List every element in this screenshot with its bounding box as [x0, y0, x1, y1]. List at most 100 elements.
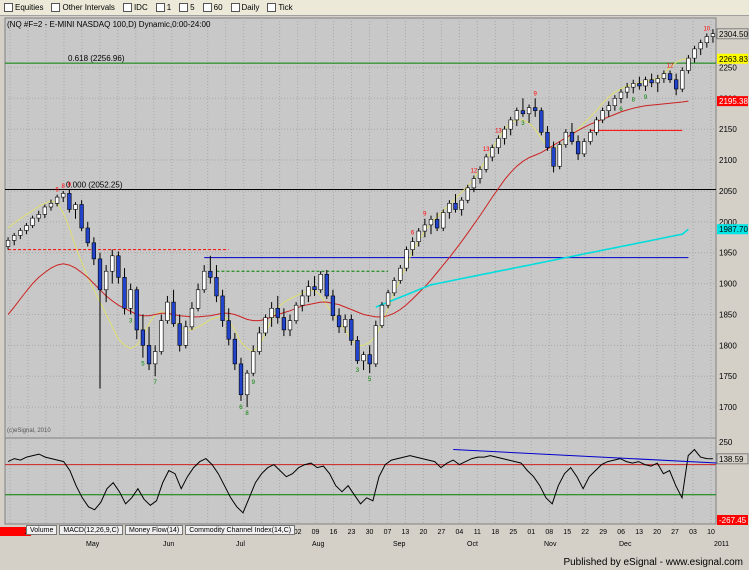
- candle-body: [637, 83, 642, 87]
- candle-body: [710, 33, 716, 37]
- y-tick-label: 1900: [719, 280, 737, 289]
- price-label: 2304.50: [719, 30, 748, 39]
- candle-body: [680, 70, 685, 90]
- cci-label-badge: [716, 453, 749, 465]
- candle-body: [477, 169, 483, 179]
- checkbox-icon: [202, 3, 212, 12]
- toolbar-item-1[interactable]: Other Intervals: [51, 3, 115, 12]
- candle-body: [306, 286, 311, 297]
- y-tick-label: 1750: [719, 372, 737, 381]
- candle-body: [392, 280, 397, 294]
- price-label-badge: [716, 28, 749, 40]
- candle-body: [533, 107, 538, 111]
- indicator-tab[interactable]: MACD(12,26,9,C): [59, 525, 123, 535]
- candle-body: [349, 319, 354, 341]
- candle-body: [134, 289, 139, 331]
- candle-body: [582, 141, 587, 155]
- toolbar-item-0[interactable]: Equities: [4, 3, 43, 12]
- candle-body: [569, 131, 575, 142]
- x-tick-label: 27: [437, 529, 445, 536]
- toolbar-item-6[interactable]: Daily: [230, 3, 259, 12]
- count-marker: 8: [62, 184, 66, 190]
- x-tick-label: 23: [348, 529, 356, 536]
- y-tick-label: 1850: [719, 310, 737, 319]
- x-tick-label: 13: [402, 529, 410, 536]
- checkbox-icon: [122, 3, 132, 12]
- count-marker: 12: [667, 64, 674, 70]
- y-tick-label: 1800: [719, 341, 737, 350]
- chart-watermark: (c)eSignal, 2010: [7, 428, 51, 434]
- count-marker: 9: [68, 183, 72, 189]
- candle-body: [30, 217, 35, 226]
- x-tick-label: 02: [294, 529, 302, 536]
- indicator-tab[interactable]: Money Flow(14): [125, 525, 184, 535]
- cci-tick-label: -267.45: [719, 516, 747, 525]
- toolbar-item-5[interactable]: 60: [202, 3, 223, 12]
- checkbox-icon: [230, 3, 240, 12]
- candle-body: [373, 325, 378, 365]
- count-marker: 12: [471, 169, 478, 175]
- candle-body: [410, 241, 415, 250]
- moving-average-line: [7, 100, 689, 322]
- candle-body: [631, 83, 636, 88]
- cci-pane: [4, 437, 717, 525]
- x-tick-label: 18: [491, 529, 499, 536]
- candle-body: [643, 79, 648, 87]
- candle-body: [257, 332, 262, 352]
- candle-body: [434, 219, 440, 229]
- fib-level-label: 0.618 (2256.96): [68, 54, 125, 63]
- candle-body: [122, 277, 127, 309]
- fib-level-label: 0.000 (2052.25): [66, 181, 123, 190]
- candle-body: [618, 91, 624, 99]
- candle-body: [551, 147, 556, 167]
- candle-body: [490, 147, 495, 158]
- count-marker: 3: [129, 318, 133, 324]
- candle-body: [183, 326, 188, 346]
- x-first-date-badge: [0, 527, 31, 536]
- candle-body: [165, 301, 170, 321]
- count-marker: 13: [495, 128, 502, 134]
- candle-body: [398, 267, 403, 281]
- price-label-badge: [717, 53, 748, 64]
- candle-body: [502, 128, 507, 139]
- count-marker: 6: [55, 188, 59, 194]
- candle-body: [54, 196, 60, 204]
- x-tick-label: 16: [330, 529, 338, 536]
- x-tick-label: 29: [599, 529, 607, 536]
- candle-body: [508, 119, 513, 130]
- candle-body: [514, 110, 519, 121]
- toolbar-item-label: Equities: [15, 3, 44, 12]
- candle-body: [275, 307, 280, 318]
- candle-body: [97, 258, 103, 291]
- price-label: 2263.83: [719, 55, 748, 64]
- candle-body: [177, 323, 182, 346]
- candle-body: [655, 78, 660, 84]
- x-tick-label: 06: [617, 529, 625, 536]
- count-marker: 9: [423, 212, 427, 218]
- price-label-badge: [717, 224, 748, 235]
- candle-body: [318, 274, 323, 291]
- candle-body: [459, 199, 464, 210]
- count-marker: 6: [619, 107, 623, 113]
- candle-body: [704, 36, 709, 44]
- x-tick-label: 09: [312, 529, 320, 536]
- x-month-label: Dec: [619, 541, 632, 548]
- x-month-label: 2011: [714, 541, 729, 548]
- candle-body: [606, 105, 611, 111]
- x-tick-label: 03: [689, 529, 697, 536]
- cci-line: [7, 448, 713, 514]
- toolbar-item-label: 5: [190, 3, 195, 12]
- toolbar-item-3[interactable]: 1: [155, 3, 171, 12]
- x-month-label: Jun: [163, 541, 174, 548]
- y-tick-label: 2100: [719, 156, 737, 165]
- candle-body: [73, 204, 78, 210]
- candle-body: [545, 131, 550, 149]
- toolbar-item-7[interactable]: Tick: [267, 3, 293, 12]
- candle-body: [471, 178, 477, 189]
- candle-body: [361, 354, 366, 362]
- indicator-tab[interactable]: Volume: [26, 525, 58, 535]
- indicator-tab[interactable]: Commodity Channel Index(14,C): [185, 525, 296, 535]
- toolbar-item-2[interactable]: IDC: [122, 3, 148, 12]
- toolbar-item-4[interactable]: 5: [179, 3, 195, 12]
- count-marker: 5: [368, 377, 372, 383]
